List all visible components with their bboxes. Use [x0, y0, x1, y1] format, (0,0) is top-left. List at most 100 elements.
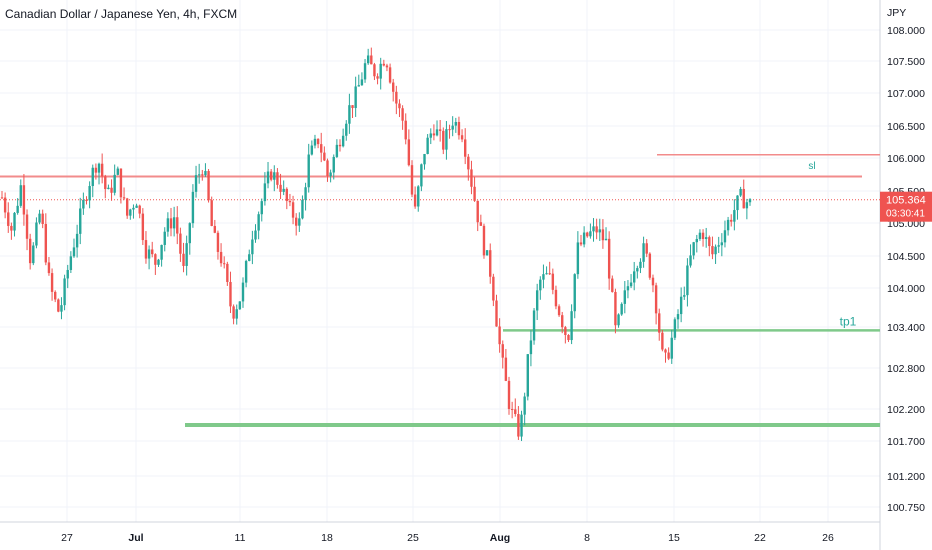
candle-body: [113, 174, 116, 193]
candle-body: [561, 315, 564, 328]
candle: [44, 213, 48, 266]
candle: [576, 231, 580, 279]
candle: [223, 256, 226, 269]
candle-body: [38, 213, 41, 223]
candle: [376, 73, 379, 85]
candle-body: [636, 268, 639, 272]
candle: [138, 204, 141, 219]
candle: [551, 268, 555, 295]
candle: [673, 317, 677, 341]
candle: [429, 128, 432, 145]
candle-body: [135, 205, 138, 208]
candle-body: [604, 238, 608, 241]
candle-body: [41, 213, 44, 224]
candle-body: [47, 262, 51, 274]
candle: [63, 274, 66, 311]
candle-body: [285, 188, 289, 201]
candle: [285, 187, 289, 210]
candle-body: [567, 335, 570, 341]
candle-body: [360, 79, 364, 86]
candle: [526, 354, 529, 401]
candle-body: [251, 239, 254, 255]
candle-body: [248, 254, 251, 261]
candle: [54, 290, 57, 303]
candle-body: [748, 199, 752, 203]
date-tick-label: 15: [668, 532, 680, 544]
candle-body: [335, 144, 339, 157]
candle: [517, 406, 520, 440]
candle-body: [620, 303, 623, 315]
candle: [238, 301, 242, 310]
candle: [523, 392, 526, 426]
candle-body: [122, 197, 126, 199]
candle: [442, 127, 445, 155]
candle-body: [320, 144, 323, 153]
candle: [263, 172, 267, 206]
candle: [79, 197, 82, 245]
candle-body: [147, 249, 151, 259]
candle: [260, 198, 263, 222]
candle: [266, 161, 270, 189]
candle-body: [689, 255, 692, 266]
candle-body: [100, 163, 104, 177]
candle-body: [673, 319, 677, 338]
candle: [730, 214, 733, 227]
candle-body: [417, 186, 420, 207]
candle-body: [529, 340, 533, 355]
candle-body: [438, 129, 442, 131]
candle: [166, 212, 170, 237]
candle-body: [398, 103, 401, 109]
candle: [426, 134, 429, 155]
candle: [423, 153, 426, 170]
candle: [601, 219, 605, 249]
candle: [276, 168, 279, 189]
candle: [504, 348, 508, 382]
candle: [185, 235, 188, 276]
candle-body: [204, 171, 207, 176]
candle-body: [310, 145, 314, 155]
candle: [661, 329, 664, 352]
candle: [163, 227, 166, 252]
candle: [32, 242, 35, 266]
candle-body: [435, 129, 439, 136]
candle: [545, 266, 548, 275]
candle-body: [379, 63, 382, 79]
candle: [535, 283, 539, 321]
candle: [132, 204, 135, 219]
candle-body: [701, 232, 705, 240]
candle-body: [172, 217, 176, 229]
date-tick-label: 27: [61, 532, 73, 544]
time-axis[interactable]: 27 Jul 11 18 25 Aug 8 15 22 26: [61, 532, 834, 544]
candle: [557, 304, 561, 317]
candle-body: [629, 282, 633, 287]
candle-body: [54, 291, 57, 300]
candle: [348, 93, 351, 134]
candle: [592, 218, 595, 242]
candle: [213, 219, 217, 234]
candle: [341, 128, 345, 148]
candle: [626, 280, 630, 299]
candle-body: [670, 337, 673, 359]
price-tick-label: 101.200: [887, 471, 925, 483]
candle: [686, 258, 689, 307]
price-tick-label: 102.800: [887, 363, 925, 375]
candle: [370, 47, 373, 65]
candle: [736, 195, 739, 220]
candle: [620, 302, 623, 316]
candle-body: [363, 63, 367, 80]
candle-body: [366, 55, 370, 64]
candle-body: [207, 171, 210, 201]
candle-body: [194, 175, 198, 192]
last-price-tag-bg: [880, 191, 932, 222]
candle-body: [373, 64, 376, 77]
candle-body: [50, 273, 54, 292]
candle-body: [492, 276, 495, 301]
candle-body: [739, 188, 742, 196]
candle-body: [138, 205, 141, 214]
candle-body: [404, 120, 407, 140]
candle-body: [429, 133, 432, 138]
price-axis[interactable]: 108.000107.500107.000106.500106.000105.5…: [880, 25, 932, 514]
candle: [495, 294, 498, 327]
candle-body: [66, 269, 69, 279]
